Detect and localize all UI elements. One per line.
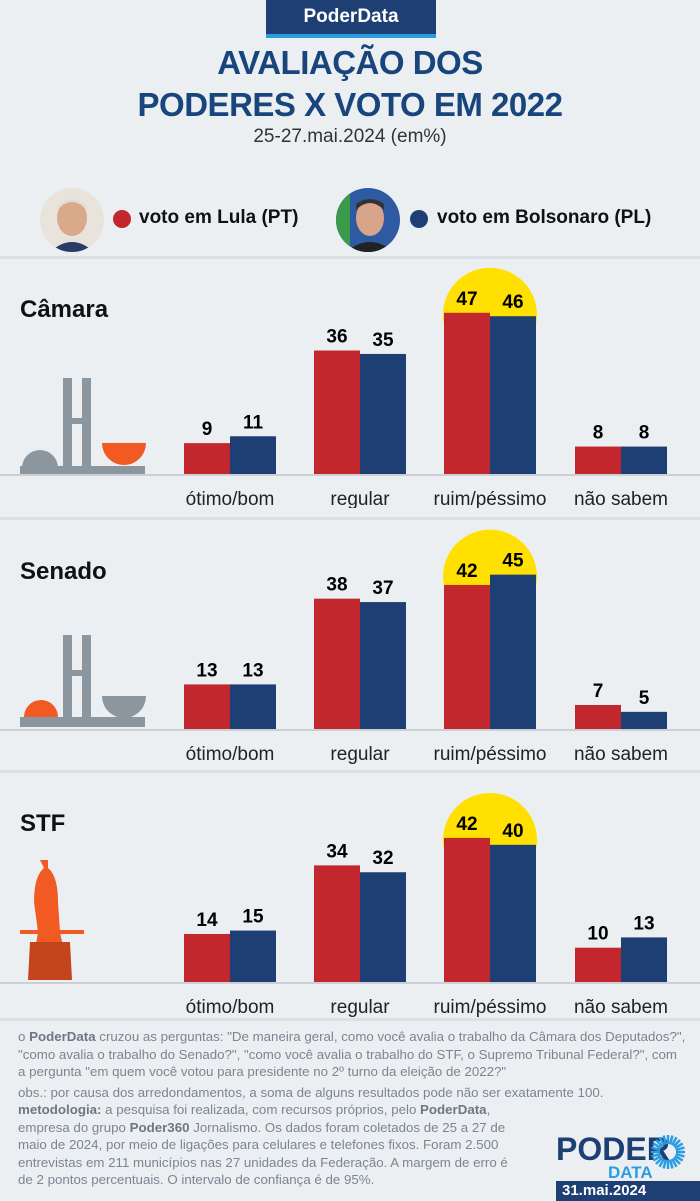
data-label: 47	[456, 289, 477, 310]
chart-stf: 14 15 ótimo/bom 34 32 regular 42 40 ruim/péssimo…	[0, 792, 700, 1018]
bar-lula	[314, 350, 360, 474]
camara-icon	[20, 378, 146, 474]
chart-senado: 13 13 ótimo/bom 38 37 regular 42 45 ruim/péssimo…	[0, 529, 700, 765]
methodology-note: metodologia: a pesquisa foi realizada, c…	[18, 1102, 508, 1187]
data-label: 15	[242, 907, 264, 928]
bar-bolsonaro	[621, 446, 667, 474]
bar-lula	[314, 598, 360, 729]
questions-note: o PoderData cruzou as perguntas: "De man…	[18, 1029, 686, 1079]
svg-text:DATA: DATA	[608, 1163, 653, 1180]
data-label: 40	[502, 821, 523, 842]
bar-lula	[575, 947, 621, 982]
category-label: não sabem	[574, 744, 668, 765]
bar-bolsonaro	[490, 574, 536, 729]
data-label: 42	[456, 561, 477, 582]
category-label: não sabem	[574, 489, 668, 508]
bar-bolsonaro	[360, 602, 406, 729]
lula-avatar	[40, 188, 104, 252]
data-label: 14	[196, 910, 218, 931]
bar-lula	[184, 684, 230, 729]
data-label: 42	[456, 814, 477, 835]
obs-note: obs.: por causa dos arredondamentos, a s…	[18, 1084, 604, 1100]
bar-bolsonaro	[490, 316, 536, 474]
footer-notes: o PoderData cruzou as perguntas: "De man…	[18, 1028, 688, 1189]
data-label: 8	[593, 423, 604, 444]
divider	[0, 517, 700, 520]
data-label: 32	[372, 848, 393, 869]
bar-lula	[314, 865, 360, 982]
category-label: regular	[330, 997, 390, 1018]
bar-bolsonaro	[360, 353, 406, 474]
panel-title-câmara: Câmara	[20, 296, 109, 323]
senado-icon	[20, 635, 146, 727]
bolsonaro-legend-dot	[410, 210, 428, 228]
data-label: 9	[202, 419, 213, 440]
category-label: ruim/péssimo	[434, 997, 547, 1018]
divider	[0, 256, 700, 259]
bar-bolsonaro	[230, 436, 276, 474]
publication-date: 31.mai.2024	[556, 1181, 700, 1201]
bar-bolsonaro	[230, 684, 276, 729]
data-label: 36	[326, 327, 347, 348]
chart-câmara: 9 11 ótimo/bom 36 35 regular 47 46 ruim/péssimo 8…	[0, 267, 700, 508]
bar-bolsonaro	[490, 844, 536, 982]
data-label: 13	[196, 660, 217, 681]
category-label: não sabem	[574, 997, 668, 1018]
data-label: 13	[633, 913, 654, 934]
divider	[0, 770, 700, 773]
data-label: 8	[639, 423, 650, 444]
poderdata-logo: PODER DATA	[556, 1130, 686, 1185]
data-label: 35	[372, 330, 394, 351]
panel-title-stf: STF	[20, 810, 66, 837]
panel-title-senado: Senado	[20, 558, 107, 585]
data-label: 5	[639, 688, 650, 709]
data-label: 46	[502, 292, 523, 313]
bar-lula	[184, 443, 230, 474]
subtitle: 25-27.mai.2024 (em%)	[253, 126, 447, 147]
category-label: ótimo/bom	[186, 997, 275, 1018]
bar-bolsonaro	[230, 930, 276, 982]
title-line-1: AVALIAÇÃO DOS	[217, 44, 483, 81]
bar-lula	[444, 312, 490, 474]
data-label: 38	[326, 575, 347, 596]
data-label: 13	[242, 660, 263, 681]
data-label: 45	[502, 551, 524, 572]
bar-lula	[575, 704, 621, 729]
bar-lula	[444, 837, 490, 982]
stf-icon	[20, 860, 84, 980]
svg-text:PODER: PODER	[556, 1131, 670, 1167]
data-label: 7	[593, 681, 604, 702]
brand-header: PoderData	[266, 0, 436, 38]
bar-bolsonaro	[621, 711, 667, 729]
data-label: 10	[587, 924, 608, 945]
legend-lula: voto em Lula (PT)	[139, 207, 299, 228]
title-line-2: PODERES X VOTO EM 2022	[137, 86, 563, 123]
category-label: regular	[330, 744, 390, 765]
bar-lula	[575, 446, 621, 474]
data-label: 11	[243, 412, 264, 433]
bar-lula	[444, 584, 490, 729]
data-label: 34	[326, 841, 348, 862]
lula-legend-dot	[113, 210, 131, 228]
data-label: 37	[372, 578, 393, 599]
category-label: ruim/péssimo	[434, 744, 547, 765]
category-label: regular	[330, 489, 390, 508]
bar-bolsonaro	[621, 937, 667, 982]
bar-bolsonaro	[360, 872, 406, 982]
legend-bolsonaro: voto em Bolsonaro (PL)	[437, 207, 652, 228]
category-label: ótimo/bom	[186, 489, 275, 508]
bar-lula	[184, 933, 230, 982]
category-label: ruim/péssimo	[434, 489, 547, 508]
divider	[0, 1018, 700, 1021]
bolsonaro-avatar	[336, 188, 400, 252]
category-label: ótimo/bom	[186, 744, 275, 765]
